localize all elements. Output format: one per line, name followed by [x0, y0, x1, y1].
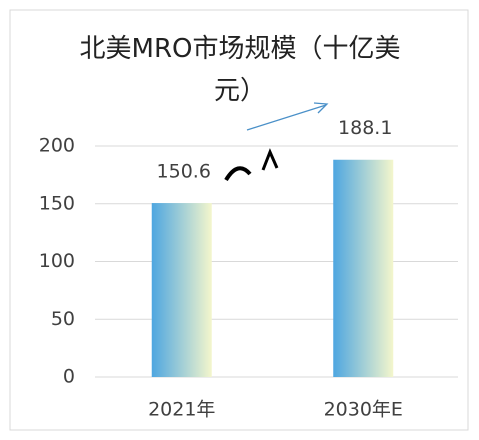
data-label: 150.6 — [157, 161, 211, 183]
x-tick-label: 2021年 — [148, 399, 215, 421]
plot: 0 50 100 150 200 2021年 150.6 2030年E 188.1 — [39, 117, 458, 421]
y-tick-label: 50 — [51, 308, 75, 330]
y-tick-label: 150 — [39, 192, 75, 214]
y-tick-label: 100 — [39, 250, 75, 272]
trend-arrow — [246, 104, 327, 131]
arrow-head — [313, 102, 329, 114]
decoration — [224, 166, 252, 182]
y-tick-label: 0 — [63, 366, 75, 388]
chart-title: 北美MRO市场规模（十亿美元） — [79, 34, 401, 106]
decoration — [261, 148, 279, 171]
y-tick-label: 200 — [39, 135, 75, 157]
data-label: 188.1 — [338, 117, 392, 139]
chart-border — [9, 9, 469, 431]
bar — [151, 203, 212, 377]
bar — [333, 159, 394, 377]
x-tick-label: 2030年E — [324, 399, 403, 421]
